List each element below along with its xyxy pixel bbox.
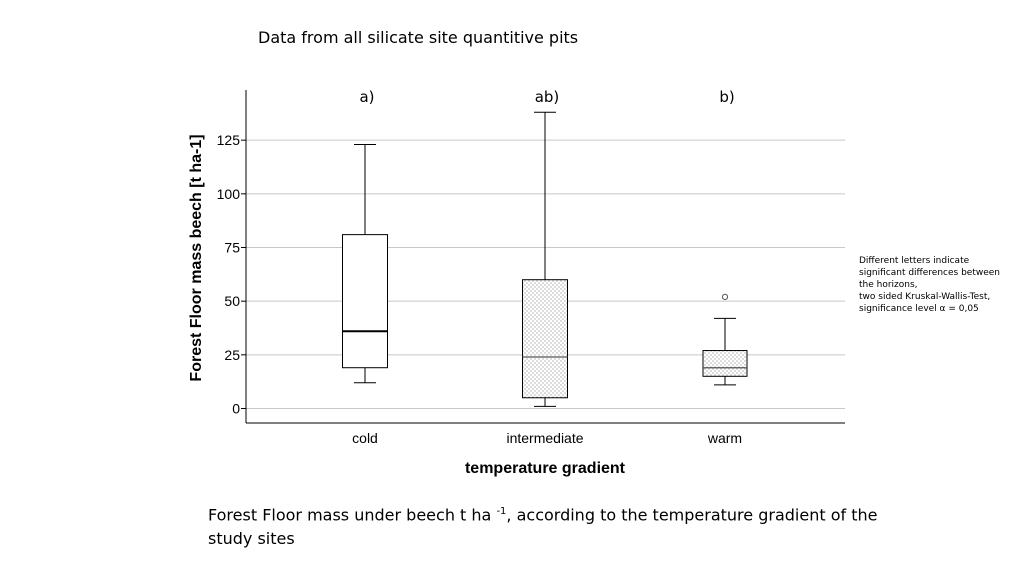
y-tick-label: 25 [224,347,240,363]
note-line: significant differences between [859,268,1000,278]
x-tick-label: intermediate [506,430,583,446]
iqr-box [342,234,388,369]
y-tick-label: 0 [232,401,240,417]
x-tick-label: warm [707,430,742,446]
page-title: Data from all silicate site quantitive p… [258,28,579,47]
x-tick-labels: cold intermediate warm [352,430,742,446]
y-tick-label: 125 [217,132,241,148]
box-cold [342,143,388,384]
y-tick-label: 100 [217,186,241,202]
caption-text-start: Forest Floor mass under beech t ha [208,505,497,525]
note-line: the horizons, [859,280,918,290]
iqr-box [702,350,748,377]
caption-superscript: -1 [496,506,507,517]
x-axis-label: temperature gradient [465,460,626,477]
boxes [342,111,748,407]
box-warm [702,293,748,386]
significance-letter: ab) [535,88,560,106]
significance-letters: a) ab) b) [359,88,734,106]
box-intermediate [522,111,568,407]
iqr-box [522,279,568,399]
y-tick-labels: 0 25 50 75 100 125 [217,132,246,417]
note-line: Different letters indicate [859,256,970,266]
caption-text-end: , according to the temperature gradient … [208,505,878,549]
y-tick-label: 50 [224,293,240,309]
significance-letter: a) [359,88,374,106]
note-line: significance level α = 0,05 [859,304,979,314]
significance-note: Different letters indicate significant d… [859,255,1019,315]
x-tick-label: cold [352,430,378,446]
note-line: two sided Kruskal-Wallis-Test, [859,292,991,302]
y-axis-label: Forest Floor mass beech [t ha-1] [188,134,205,381]
y-tick-label: 75 [224,240,240,256]
outlier-point [721,293,729,300]
significance-letter: b) [719,88,734,106]
figure-caption: Forest Floor mass under beech t ha -1, a… [208,500,888,551]
